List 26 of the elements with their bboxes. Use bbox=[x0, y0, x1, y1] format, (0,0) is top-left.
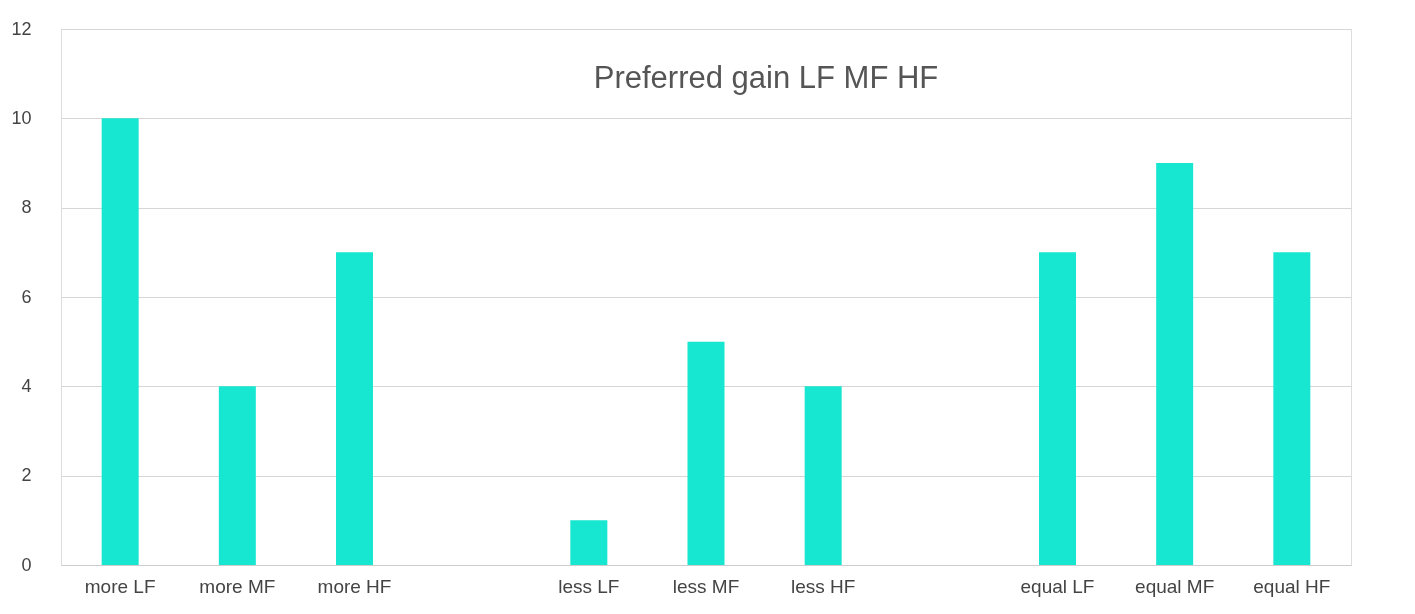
x-tick-label: equal LF bbox=[1020, 575, 1095, 597]
bar bbox=[1039, 252, 1076, 565]
bar bbox=[336, 252, 373, 565]
y-tick-label: 2 bbox=[21, 465, 32, 486]
y-tick-label: 0 bbox=[21, 554, 32, 575]
y-tick-label: 12 bbox=[11, 18, 32, 39]
x-tick-label: less HF bbox=[790, 575, 856, 597]
x-tick-label: more HF bbox=[317, 575, 392, 597]
bar bbox=[1273, 252, 1311, 565]
x-tick-label: equal HF bbox=[1253, 575, 1331, 597]
bar bbox=[570, 520, 608, 565]
bar bbox=[687, 341, 725, 565]
y-tick-label: 8 bbox=[21, 197, 32, 218]
y-tick-label: 4 bbox=[21, 375, 32, 396]
x-tick-label: more LF bbox=[84, 575, 156, 597]
bar bbox=[804, 386, 842, 565]
x-tick-label: more MF bbox=[199, 575, 276, 597]
bar bbox=[101, 118, 139, 565]
bar bbox=[218, 386, 256, 565]
x-tick-label: equal MF bbox=[1135, 575, 1215, 597]
text: Preferred gain LF MF HF bbox=[593, 60, 939, 95]
x-tick-label: less MF bbox=[672, 575, 740, 597]
y-tick-label: 10 bbox=[11, 107, 32, 128]
bar bbox=[1156, 163, 1194, 565]
y-tick-label: 6 bbox=[21, 286, 32, 307]
x-tick-label: less LF bbox=[558, 575, 620, 597]
